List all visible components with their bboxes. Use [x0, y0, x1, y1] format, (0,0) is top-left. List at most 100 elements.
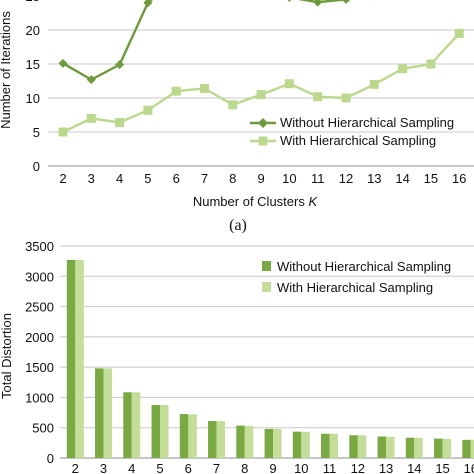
y-tick-label: 1500: [25, 360, 54, 375]
x-tick-label: 10: [282, 171, 296, 186]
bar-without: [95, 368, 104, 458]
bar-without: [264, 428, 274, 458]
data-point-square: [284, 79, 294, 89]
x-axis-label-clusters: Number of Clusters K: [193, 194, 319, 209]
x-tick-label: 7: [213, 461, 220, 474]
x-tick-label: 8: [229, 171, 236, 186]
y-tick-label: 0: [33, 159, 40, 174]
bar-without: [377, 436, 387, 458]
x-tick-label: 3: [88, 171, 95, 186]
bar-with: [442, 438, 452, 458]
x-tick-label: 16: [464, 461, 474, 474]
data-point-square: [143, 105, 153, 115]
data-point-square: [454, 28, 464, 38]
y-tick-label: 1000: [25, 390, 54, 405]
series-line: [62, 0, 352, 82]
x-tick-label: 13: [379, 461, 393, 474]
x-tick-label: 4: [116, 171, 123, 186]
x-tick-label: 3: [100, 461, 107, 474]
legend-marker-diamond: [258, 118, 268, 128]
bar-with: [75, 259, 84, 458]
x-tick-label: 14: [395, 171, 409, 186]
bar-with: [160, 405, 169, 458]
bar-with: [273, 428, 282, 458]
data-point-square: [313, 92, 323, 102]
y-tick-label: 500: [32, 421, 54, 436]
bar-without: [179, 414, 189, 458]
x-tick-label: 9: [257, 171, 264, 186]
x-tick-label: 14: [407, 461, 421, 474]
y-axis-label-iterations: Number of Iterations: [0, 11, 13, 129]
x-tick-label: 5: [144, 171, 151, 186]
data-point-diamond: [143, 0, 153, 8]
caption-a: (a): [229, 217, 247, 234]
bar-without: [292, 431, 302, 458]
line-chart-iterations: 0 5 10 15 20 25 2 3 4 5 6 7 8 9 10 11 12 13 14 15 16 Number …: [0, 0, 474, 209]
y-tick-label: 15: [26, 57, 40, 72]
legend-swatch: [262, 261, 271, 271]
x-tick-label: 13: [367, 171, 381, 186]
x-tick-label: 12: [339, 171, 353, 186]
y-tick-label: 10: [26, 91, 40, 106]
bar-without: [208, 421, 217, 458]
x-tick-label: 15: [424, 171, 438, 186]
bar-with: [216, 421, 226, 458]
legend-label: With Hierarchical Sampling: [277, 280, 433, 295]
y-tick-label: 3000: [25, 269, 54, 284]
legend-label: Without Hierarchical Sampling: [277, 259, 451, 274]
data-point-square: [369, 79, 379, 89]
bar-without: [321, 433, 330, 458]
bar-with: [386, 436, 395, 458]
x-tick-label: 10: [294, 461, 308, 474]
y-axis-label-distortion: Total Distortion: [0, 313, 14, 399]
bar-with: [357, 435, 367, 458]
x-tick-label: 15: [435, 461, 449, 474]
data-point-square: [398, 64, 408, 74]
data-point-square: [200, 83, 209, 93]
data-point-square: [426, 59, 436, 69]
x-tick-label: 12: [351, 461, 365, 474]
bar-chart-distortion: 0 500 1000 1500 2000 2500 3000 3500 2 3 4 5 6 7 8 9 10 11…: [0, 239, 474, 474]
y-tick-label: 5: [33, 125, 40, 140]
data-point-square: [341, 93, 351, 103]
y-tick-label: 25: [26, 0, 40, 4]
bar-with: [414, 437, 423, 458]
x-tick-label: 11: [323, 461, 337, 474]
legend-marker-square: [258, 136, 268, 146]
data-point-square: [58, 127, 68, 137]
bar-with: [301, 431, 310, 458]
legend-swatch: [262, 282, 271, 292]
data-point-diamond: [86, 75, 96, 85]
data-point-square: [228, 100, 238, 110]
y-tick-label: 3500: [25, 239, 54, 254]
x-tick-label: 11: [311, 171, 325, 186]
x-tick-label: 7: [201, 171, 208, 186]
bar-with: [103, 368, 113, 458]
bar-without: [236, 425, 245, 458]
x-tick-label: 4: [128, 461, 135, 474]
bar-without: [151, 405, 161, 458]
data-point-square: [171, 86, 181, 96]
bar-with: [470, 439, 474, 458]
data-point-diamond: [58, 58, 68, 68]
x-tick-label: 2: [59, 171, 66, 186]
data-point-diamond: [342, 0, 350, 4]
x-tick-label: 2: [72, 461, 79, 474]
data-point-diamond: [373, 0, 375, 1]
y-tick-label: 2000: [25, 330, 54, 345]
data-point-square: [86, 113, 96, 123]
x-tick-label: 6: [185, 461, 192, 474]
x-tick-label: 5: [156, 461, 163, 474]
y-tick-label: 20: [26, 23, 40, 38]
bar-with: [188, 414, 197, 458]
data-point-diamond: [115, 60, 125, 70]
data-point-square: [115, 117, 125, 127]
bar-without: [434, 438, 443, 458]
data-point-diamond: [287, 0, 292, 2]
bar-without: [349, 435, 358, 458]
bar-without: [462, 439, 471, 458]
bar-with: [244, 425, 254, 458]
bar-without: [123, 392, 132, 458]
x-tick-label: 16: [452, 171, 466, 186]
